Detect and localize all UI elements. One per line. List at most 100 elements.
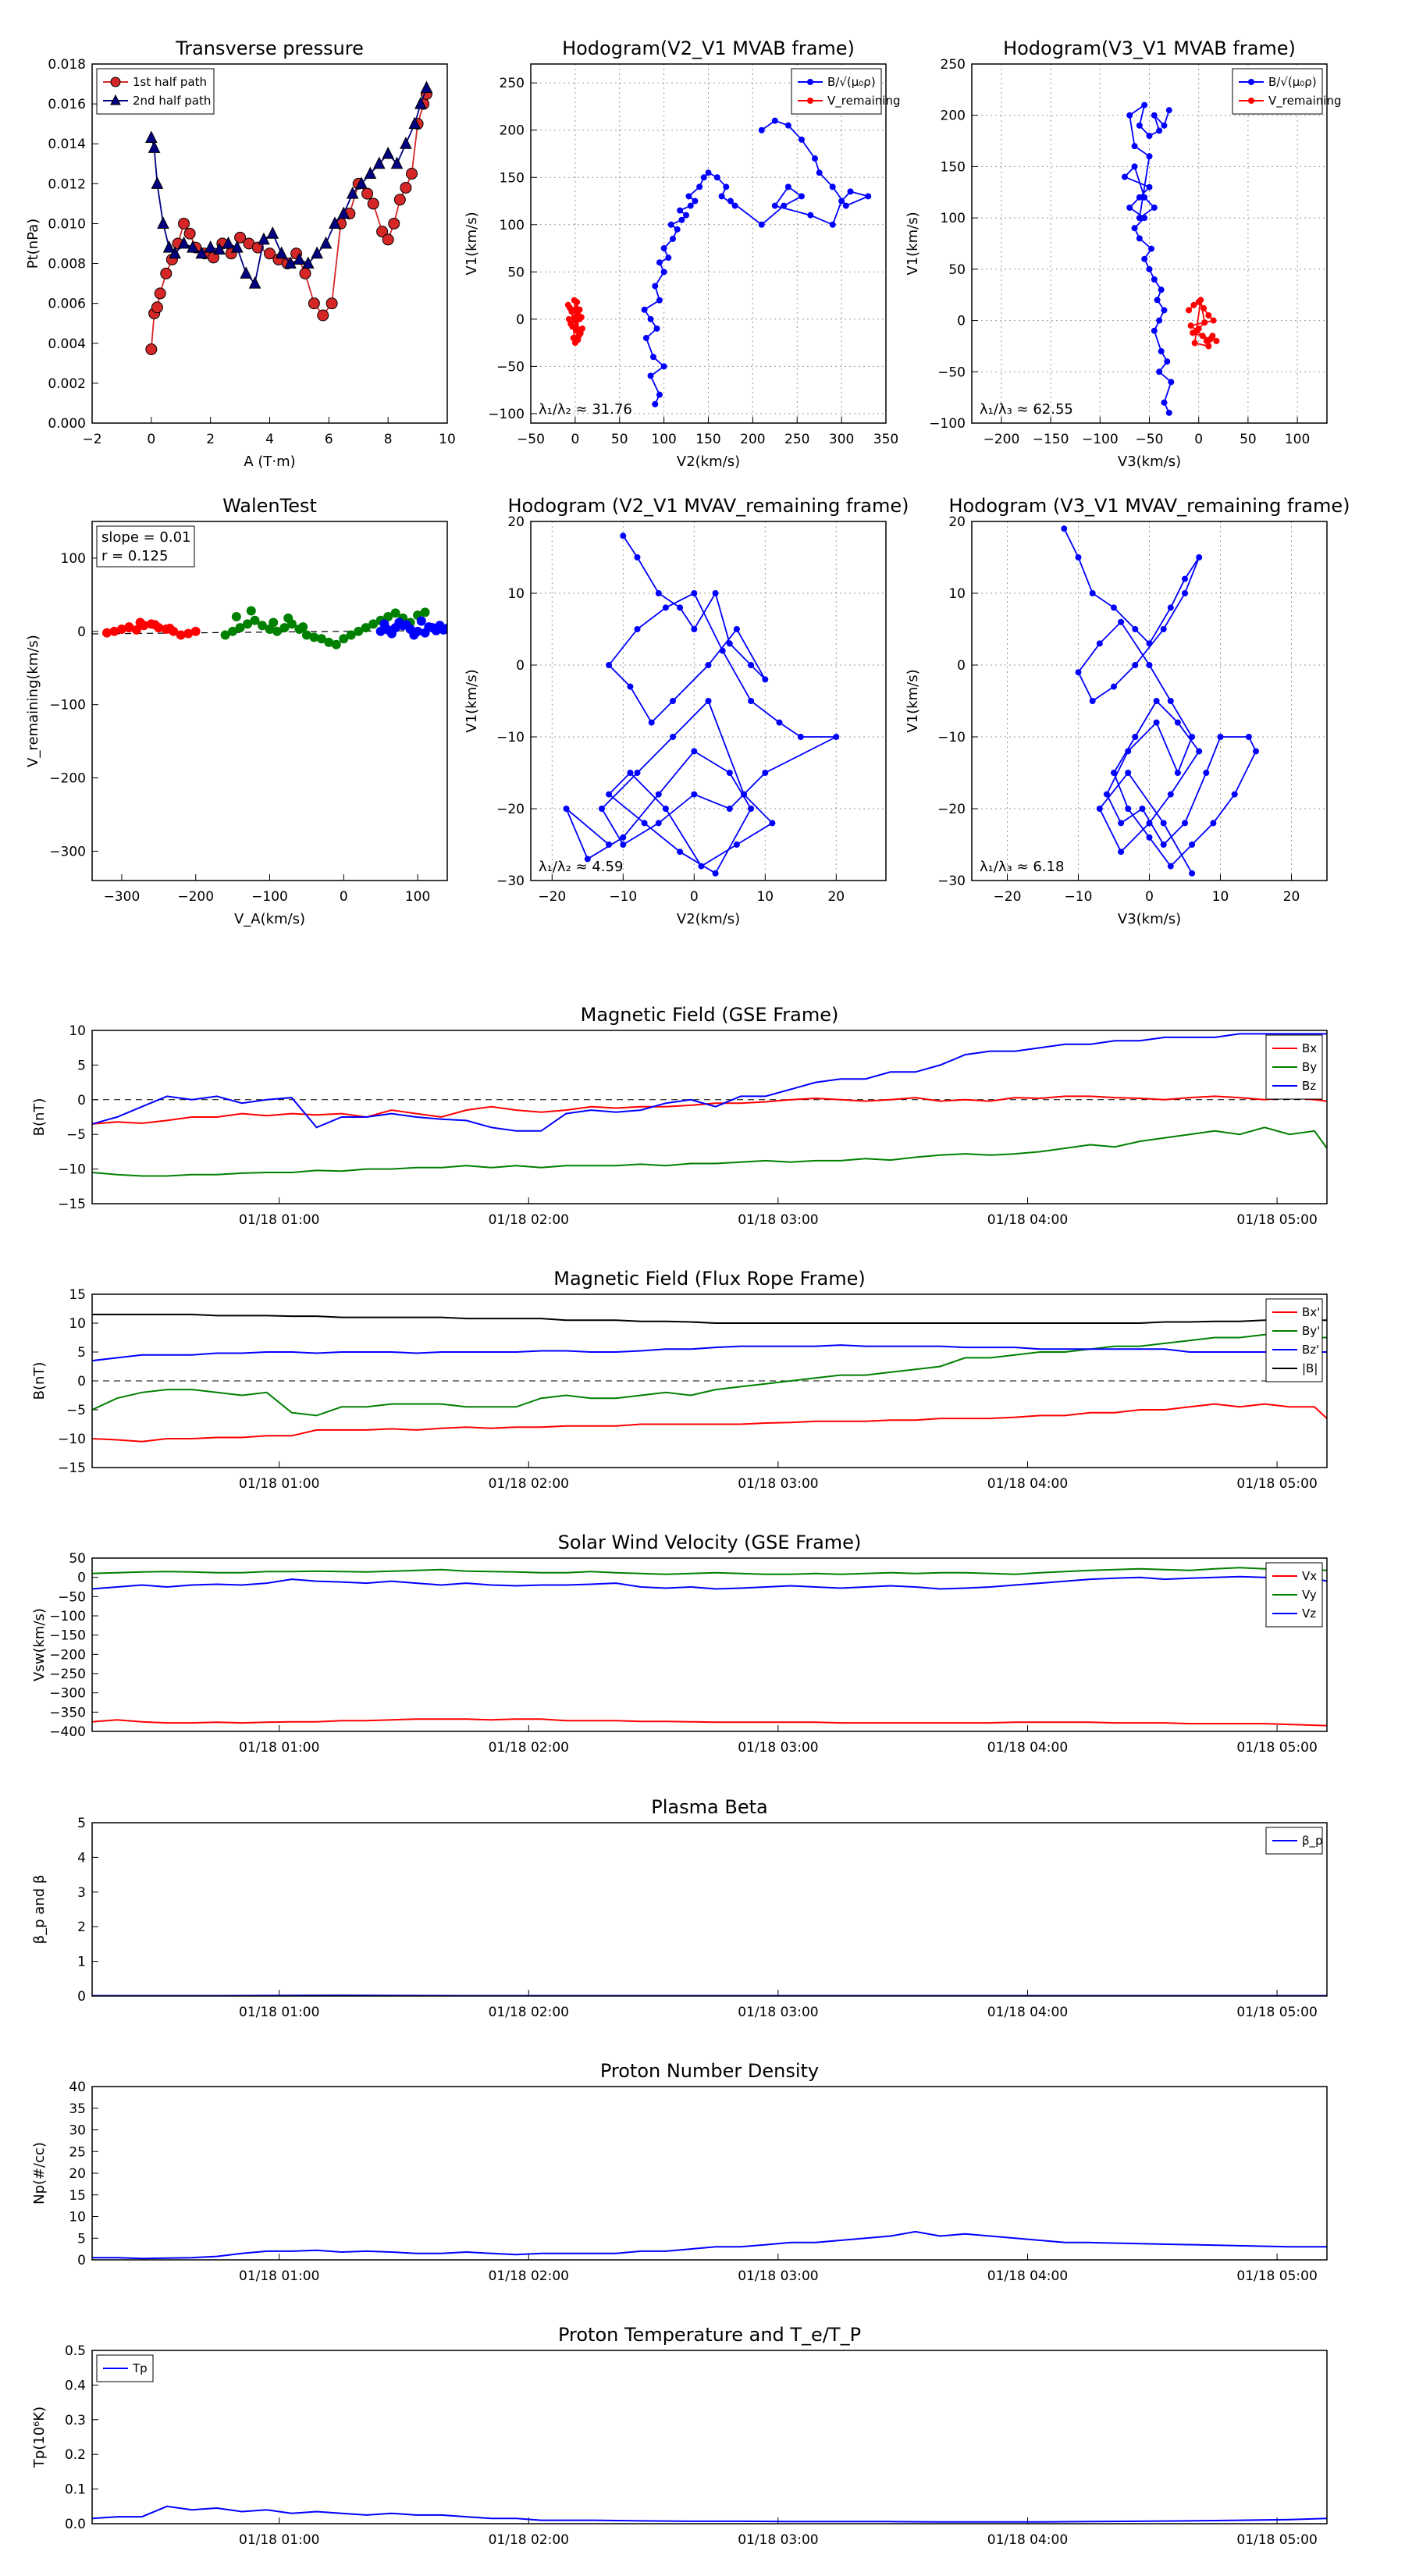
series-by- xyxy=(92,1333,1327,1417)
series-b- xyxy=(641,117,872,407)
data-point xyxy=(228,626,238,636)
series-0 xyxy=(1061,525,1259,877)
y-axis-label: V1(km/s) xyxy=(464,669,480,732)
series-line xyxy=(92,1403,1327,1443)
y-tick-label: −15 xyxy=(58,1197,86,1212)
x-tick-label: 01/18 02:00 xyxy=(489,2532,569,2548)
data-point xyxy=(431,625,441,635)
data-point xyxy=(733,841,740,848)
legend-label: Bx' xyxy=(1302,1305,1320,1319)
data-point xyxy=(798,193,805,200)
data-point xyxy=(154,287,166,300)
x-tick-label: 01/18 02:00 xyxy=(489,1740,569,1756)
y-tick-label: 100 xyxy=(500,218,525,233)
y-tick-label: −100 xyxy=(49,698,86,713)
series-line xyxy=(92,1033,1327,1132)
data-point xyxy=(1197,297,1204,304)
y-tick-label: 0 xyxy=(957,658,966,674)
data-point xyxy=(573,327,580,334)
y-tick-label: −5 xyxy=(66,1127,86,1143)
data-point xyxy=(1153,719,1160,726)
data-point xyxy=(656,259,663,266)
data-point xyxy=(758,221,765,228)
series-0 xyxy=(92,2230,1327,2260)
data-point xyxy=(424,622,434,632)
chart-10: Proton Number Density 01/18 01:00 01/18 02… xyxy=(31,2060,1328,2284)
y-tick-label: 0.012 xyxy=(48,176,86,192)
data-point xyxy=(145,130,158,144)
legend-label: By' xyxy=(1302,1324,1320,1338)
data-point xyxy=(797,734,804,740)
data-point xyxy=(1089,698,1096,704)
data-point xyxy=(1205,312,1212,318)
chart-title: WalenTest xyxy=(222,495,317,517)
legend-label: Vz xyxy=(1302,1606,1316,1621)
data-point xyxy=(648,719,655,726)
y-tick-label: −150 xyxy=(49,1628,86,1644)
data-point xyxy=(266,226,279,239)
data-point xyxy=(151,301,163,314)
data-point xyxy=(620,841,627,848)
data-point xyxy=(1118,820,1125,827)
chart-title: Proton Temperature and T_e/T_P xyxy=(558,2324,861,2346)
data-point xyxy=(406,168,418,180)
x-tick-label: 350 xyxy=(873,432,898,447)
legend-label: Vy xyxy=(1302,1588,1317,1602)
x-tick-label: 01/18 01:00 xyxy=(239,1740,319,1756)
data-point xyxy=(279,623,290,633)
plot-area xyxy=(92,1033,1327,1177)
data-point xyxy=(1061,525,1068,532)
chart-title: Proton Number Density xyxy=(600,2060,819,2082)
y-tick-label: 0.5 xyxy=(65,2343,86,2359)
data-point xyxy=(1200,304,1208,311)
x-tick-label: 01/18 03:00 xyxy=(738,1476,818,1492)
data-point xyxy=(1205,343,1212,350)
data-point xyxy=(1146,834,1153,841)
data-point xyxy=(1199,333,1206,340)
y-tick-label: −10 xyxy=(937,730,966,745)
data-point xyxy=(275,246,288,259)
series-v-remaining xyxy=(1186,297,1220,350)
annotation-text: λ₁/λ₃ ≈ 62.55 xyxy=(980,401,1073,418)
data-point xyxy=(230,240,244,253)
legend-marker xyxy=(1248,98,1254,104)
data-point xyxy=(1151,276,1158,283)
y-tick-label: −350 xyxy=(49,1705,86,1720)
data-point xyxy=(712,590,719,596)
axes-frame xyxy=(91,63,448,424)
y-tick-label: 30 xyxy=(69,2123,86,2139)
data-point xyxy=(656,391,663,398)
x-tick-label: 2 xyxy=(206,432,215,447)
data-point xyxy=(691,590,698,596)
data-point xyxy=(299,267,311,279)
x-tick-label: 01/18 02:00 xyxy=(489,2268,569,2284)
data-point xyxy=(388,217,400,229)
data-point xyxy=(367,197,379,210)
data-point xyxy=(691,791,698,798)
series-line xyxy=(92,1344,1327,1362)
data-point xyxy=(829,183,836,190)
data-point xyxy=(162,240,176,253)
data-point xyxy=(401,620,411,630)
data-point xyxy=(1165,409,1172,416)
data-point xyxy=(393,194,406,206)
series-by xyxy=(92,1126,1327,1177)
data-point xyxy=(213,242,226,255)
legend-marker xyxy=(807,79,813,85)
series-vz xyxy=(92,1575,1327,1590)
data-point xyxy=(719,647,726,654)
data-point xyxy=(317,309,329,322)
legend-label: Bz' xyxy=(1302,1343,1319,1357)
series-line xyxy=(92,1095,1327,1125)
data-point xyxy=(691,748,698,755)
legend-frame xyxy=(96,68,215,115)
data-point xyxy=(240,266,252,279)
data-point xyxy=(683,212,690,219)
x-tick-label: 300 xyxy=(829,432,854,447)
y-tick-label: 10 xyxy=(948,586,966,602)
data-point xyxy=(231,612,241,622)
data-point xyxy=(1189,841,1196,848)
chart-1: Hodogram(V2_V1 MVAB frame) −50 0 50 100 150 20… xyxy=(464,37,901,470)
series-2 xyxy=(375,616,447,640)
data-point xyxy=(1196,748,1203,755)
